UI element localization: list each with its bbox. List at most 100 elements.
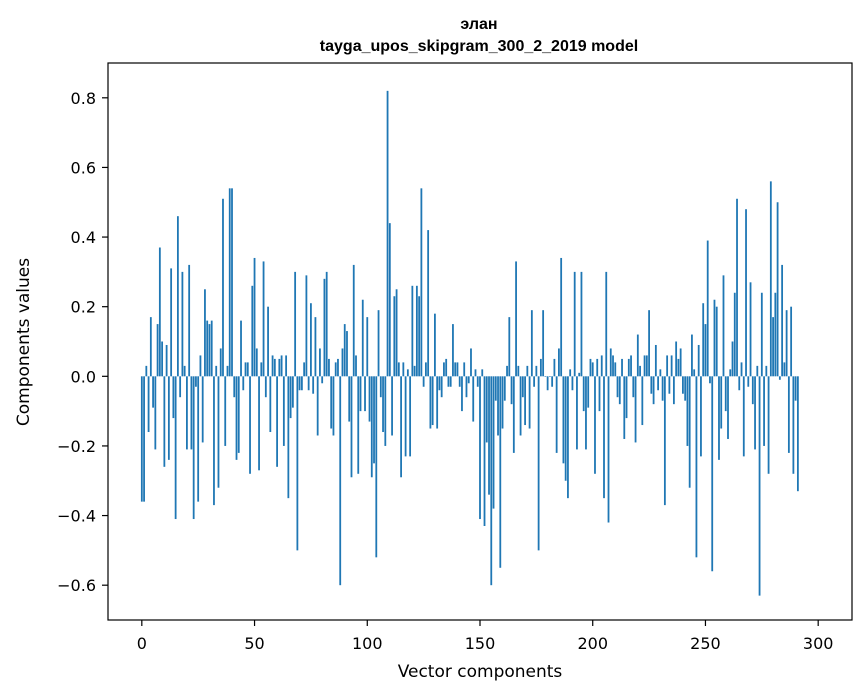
bar	[409, 376, 412, 457]
bar	[325, 271, 328, 377]
bar	[535, 365, 538, 377]
bar	[285, 355, 288, 377]
bar	[382, 376, 384, 433]
bar	[772, 317, 774, 377]
bar	[485, 376, 488, 443]
bar	[251, 285, 254, 377]
bar	[145, 365, 148, 377]
x-tick-label: 100	[352, 634, 383, 653]
x-tick-label: 200	[577, 634, 608, 653]
bar	[670, 355, 673, 377]
bar	[652, 376, 655, 405]
bar	[747, 376, 750, 387]
x-tick-label: 0	[137, 634, 147, 653]
bar	[300, 376, 303, 391]
bar	[170, 268, 173, 377]
bar	[661, 376, 664, 401]
bar	[341, 348, 344, 377]
bar	[305, 275, 308, 377]
bar	[348, 376, 351, 422]
bar	[506, 365, 508, 377]
bar	[614, 362, 617, 377]
bar	[612, 355, 614, 377]
bar	[474, 369, 477, 377]
bar	[368, 376, 371, 422]
bar	[161, 341, 164, 377]
bar	[226, 365, 229, 377]
bar	[222, 198, 224, 377]
y-tick-label: −0.2	[57, 437, 96, 456]
bar	[186, 376, 188, 450]
bar	[479, 376, 481, 520]
bar	[571, 376, 574, 391]
bar-series	[140, 90, 799, 596]
y-tick-label: 0.6	[71, 158, 96, 177]
bar	[754, 376, 756, 450]
bar	[751, 376, 754, 405]
bar	[255, 348, 258, 377]
bar	[262, 261, 265, 377]
bar	[756, 365, 759, 377]
bar	[199, 355, 202, 377]
bar	[406, 369, 409, 377]
bar	[609, 348, 612, 377]
bar	[618, 376, 621, 405]
bar	[231, 188, 233, 377]
bar	[384, 376, 387, 446]
bar	[544, 376, 547, 377]
bar	[729, 369, 732, 377]
bar	[616, 376, 619, 398]
bar	[713, 299, 716, 377]
bar	[760, 292, 763, 377]
bar	[434, 313, 436, 377]
bar	[510, 376, 513, 405]
y-tick-label: 0.2	[71, 298, 96, 317]
y-axis-ticks: −0.6 −0.4 −0.2 0.0 0.2 0.4 0.6 0.8	[57, 89, 108, 595]
bar	[650, 376, 653, 394]
bar	[334, 362, 337, 377]
bar	[668, 376, 671, 394]
bar	[677, 358, 680, 377]
bar	[294, 271, 297, 377]
bar	[706, 240, 709, 377]
chart-title: элан	[460, 16, 497, 33]
bar	[445, 358, 448, 377]
bar	[472, 376, 475, 422]
bar	[641, 376, 644, 426]
bar	[364, 376, 366, 412]
bar	[352, 264, 355, 377]
bar	[508, 317, 511, 377]
bar	[776, 202, 779, 377]
bar	[576, 376, 578, 450]
bar	[280, 355, 283, 377]
bar	[724, 376, 727, 412]
bar	[562, 376, 565, 464]
bar	[350, 376, 353, 478]
bar	[298, 376, 301, 391]
bar	[366, 317, 369, 377]
bar	[539, 358, 542, 377]
bar	[206, 320, 209, 377]
bar	[630, 355, 632, 377]
bar	[213, 376, 215, 506]
bar	[600, 355, 603, 377]
bar	[303, 362, 306, 377]
bar	[447, 376, 450, 387]
bar	[424, 362, 427, 377]
bar	[792, 376, 795, 474]
bar	[143, 376, 145, 502]
bar	[623, 376, 626, 439]
bar	[578, 372, 581, 377]
bar	[503, 376, 506, 401]
bar	[393, 296, 396, 377]
bar	[634, 376, 637, 443]
bar	[733, 292, 736, 377]
x-tick-label: 250	[690, 634, 721, 653]
bar	[675, 341, 678, 377]
bar	[330, 376, 333, 429]
bar	[718, 376, 720, 460]
bar	[591, 362, 594, 377]
bar	[258, 376, 260, 471]
bar	[596, 358, 599, 377]
